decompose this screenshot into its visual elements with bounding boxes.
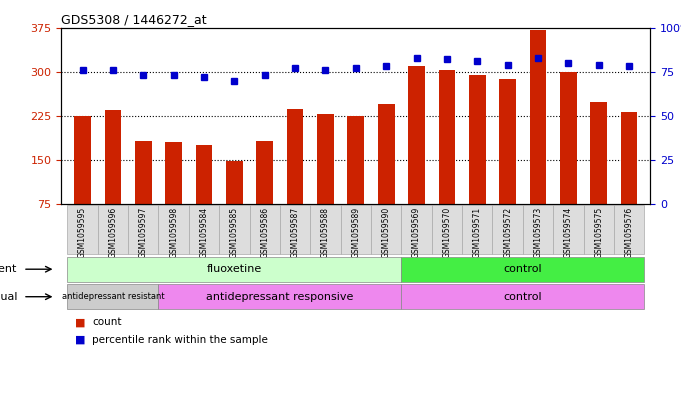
- Text: GSM1059586: GSM1059586: [260, 207, 269, 258]
- Text: antidepressant resistant: antidepressant resistant: [61, 292, 164, 301]
- Bar: [135, 141, 152, 204]
- Bar: [317, 114, 334, 204]
- Bar: [621, 112, 637, 204]
- Bar: [530, 30, 546, 204]
- Bar: [74, 116, 91, 204]
- Text: GSM1059574: GSM1059574: [564, 207, 573, 258]
- FancyBboxPatch shape: [614, 206, 644, 254]
- FancyBboxPatch shape: [401, 206, 432, 254]
- Bar: [590, 102, 607, 204]
- FancyBboxPatch shape: [553, 206, 584, 254]
- Text: GDS5308 / 1446272_at: GDS5308 / 1446272_at: [61, 13, 207, 26]
- FancyBboxPatch shape: [401, 257, 644, 281]
- Text: GSM1059589: GSM1059589: [351, 207, 360, 258]
- Text: control: control: [503, 264, 542, 274]
- FancyBboxPatch shape: [67, 206, 98, 254]
- FancyBboxPatch shape: [401, 285, 644, 309]
- Bar: [499, 79, 516, 204]
- Bar: [560, 72, 577, 204]
- FancyBboxPatch shape: [584, 206, 614, 254]
- Text: ■: ■: [75, 335, 89, 345]
- Text: GSM1059572: GSM1059572: [503, 207, 512, 258]
- FancyBboxPatch shape: [340, 206, 371, 254]
- Text: ■: ■: [75, 317, 89, 327]
- Bar: [378, 104, 394, 204]
- Text: GSM1059573: GSM1059573: [533, 207, 543, 258]
- FancyBboxPatch shape: [98, 206, 128, 254]
- FancyBboxPatch shape: [189, 206, 219, 254]
- FancyBboxPatch shape: [432, 206, 462, 254]
- FancyBboxPatch shape: [280, 206, 311, 254]
- FancyBboxPatch shape: [159, 206, 189, 254]
- Bar: [469, 75, 486, 204]
- Bar: [105, 110, 121, 204]
- Bar: [195, 145, 212, 204]
- Text: GSM1059569: GSM1059569: [412, 207, 421, 258]
- FancyBboxPatch shape: [67, 285, 159, 309]
- Text: GSM1059571: GSM1059571: [473, 207, 481, 258]
- Text: fluoxetine: fluoxetine: [207, 264, 262, 274]
- Bar: [439, 70, 456, 204]
- Text: GSM1059585: GSM1059585: [230, 207, 239, 258]
- Text: GSM1059584: GSM1059584: [200, 207, 208, 258]
- Text: percentile rank within the sample: percentile rank within the sample: [92, 335, 268, 345]
- Text: control: control: [503, 292, 542, 302]
- FancyBboxPatch shape: [249, 206, 280, 254]
- FancyBboxPatch shape: [128, 206, 159, 254]
- FancyBboxPatch shape: [523, 206, 553, 254]
- FancyBboxPatch shape: [371, 206, 401, 254]
- Text: GSM1059575: GSM1059575: [595, 207, 603, 258]
- FancyBboxPatch shape: [67, 257, 401, 281]
- FancyBboxPatch shape: [159, 285, 401, 309]
- FancyBboxPatch shape: [492, 206, 523, 254]
- Bar: [347, 116, 364, 204]
- Bar: [226, 161, 242, 204]
- FancyBboxPatch shape: [311, 206, 340, 254]
- Text: GSM1059590: GSM1059590: [381, 207, 391, 258]
- Bar: [408, 66, 425, 204]
- Text: GSM1059596: GSM1059596: [108, 207, 117, 258]
- Text: GSM1059576: GSM1059576: [624, 207, 633, 258]
- Text: GSM1059570: GSM1059570: [443, 207, 452, 258]
- FancyBboxPatch shape: [462, 206, 492, 254]
- Text: count: count: [92, 317, 121, 327]
- Text: individual: individual: [0, 292, 17, 302]
- FancyBboxPatch shape: [219, 206, 249, 254]
- Text: GSM1059598: GSM1059598: [169, 207, 178, 258]
- Bar: [165, 142, 182, 204]
- Text: antidepressant responsive: antidepressant responsive: [206, 292, 353, 302]
- Text: GSM1059597: GSM1059597: [139, 207, 148, 258]
- Text: GSM1059587: GSM1059587: [291, 207, 300, 258]
- Text: GSM1059588: GSM1059588: [321, 207, 330, 258]
- Text: agent: agent: [0, 264, 17, 274]
- Bar: [256, 141, 273, 204]
- Bar: [287, 109, 304, 204]
- Text: GSM1059595: GSM1059595: [78, 207, 87, 258]
